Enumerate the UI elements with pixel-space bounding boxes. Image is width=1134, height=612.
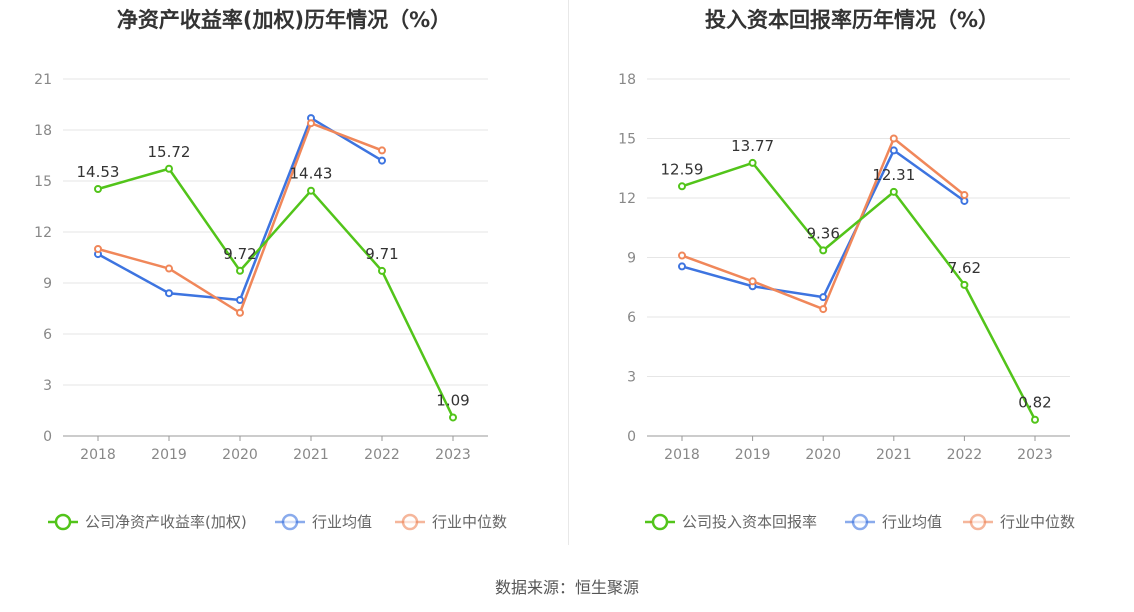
- y-tick-label: 18: [618, 72, 636, 88]
- data-label: 9.72: [223, 245, 256, 263]
- legend-label: 行业均值: [882, 513, 942, 531]
- legend-label: 公司净资产收益率(加权): [85, 513, 247, 531]
- roe-chart-panel: 净资产收益率(加权)历年情况（%） 0 3 6 9 12 15 18 21 2018 2019 20…: [0, 0, 568, 545]
- y-tick-label: 12: [618, 191, 636, 207]
- data-point: [165, 164, 173, 173]
- legend-marker: [281, 513, 299, 531]
- data-label: 12.59: [661, 160, 704, 178]
- data-point: [378, 156, 386, 165]
- data-point: [748, 277, 757, 286]
- x-tick-label: 2019: [735, 447, 771, 463]
- data-label: 0.82: [1018, 394, 1051, 412]
- data-label: 7.62: [948, 259, 981, 277]
- x-tick-label: 2023: [1017, 447, 1053, 463]
- roic-chart-panel: 投入资本回报率历年情况（%） 0 3 6 9 12 15 18 2018 2019 2020 202…: [570, 0, 1134, 545]
- y-tick-label: 12: [34, 225, 52, 241]
- panel-divider: [568, 0, 569, 545]
- data-point: [378, 146, 386, 155]
- x-tick-label: 2018: [664, 447, 700, 463]
- legend-label: 行业均值: [312, 513, 372, 531]
- data-point: [165, 264, 173, 273]
- y-tick-label: 6: [43, 327, 52, 343]
- y-tick-label: 9: [627, 251, 636, 267]
- y-tick-label: 0: [627, 429, 636, 445]
- data-point: [819, 246, 828, 255]
- data-point: [307, 119, 315, 128]
- data-point: [960, 280, 969, 289]
- data-point: [236, 296, 244, 304]
- legend-marker: [851, 513, 869, 531]
- legend-marker: [401, 513, 419, 531]
- series-line: [681, 161, 1037, 421]
- data-point: [960, 191, 969, 200]
- data-point: [678, 182, 686, 191]
- series-line: [97, 167, 455, 419]
- data-point: [307, 186, 315, 195]
- data-point: [748, 158, 757, 167]
- data-label: 13.77: [731, 137, 774, 155]
- legend-label: 行业中位数: [1000, 513, 1075, 531]
- legend-marker: [969, 513, 987, 531]
- data-label: 1.09: [436, 391, 469, 409]
- legend-marker: [651, 513, 669, 531]
- x-tick-label: 2022: [947, 447, 983, 463]
- data-point: [1031, 415, 1039, 424]
- data-point: [819, 305, 828, 314]
- data-point: [678, 251, 686, 260]
- x-tick-label: 2018: [80, 447, 116, 463]
- y-tick-label: 3: [627, 370, 636, 386]
- legend-label: 公司投入资本回报率: [682, 513, 817, 531]
- data-label: 9.71: [365, 245, 398, 263]
- legend-marker: [54, 513, 72, 531]
- series-line: [97, 121, 383, 314]
- data-label: 12.31: [872, 166, 915, 184]
- y-tick-label: 21: [34, 72, 52, 88]
- x-tick-label: 2023: [435, 447, 471, 463]
- data-point: [889, 146, 898, 155]
- data-label: 14.53: [77, 163, 120, 181]
- y-tick-label: 15: [618, 132, 636, 148]
- x-tick-label: 2020: [222, 447, 258, 463]
- data-point: [449, 413, 457, 422]
- y-tick-label: 6: [627, 310, 636, 326]
- data-point: [378, 266, 386, 275]
- y-tick-label: 0: [43, 429, 52, 445]
- data-point: [889, 187, 898, 196]
- data-point: [94, 184, 102, 193]
- y-tick-label: 18: [34, 123, 52, 139]
- x-tick-label: 2020: [805, 447, 841, 463]
- data-source-note: 数据来源：恒生聚源: [494, 578, 639, 597]
- y-tick-label: 9: [43, 276, 52, 292]
- y-tick-label: 15: [34, 174, 52, 190]
- data-point: [94, 245, 102, 253]
- roe-chart: 0 3 6 9 12 15 18 21 2018 2019 2020 2021 2022 2023 14.5…: [34, 72, 507, 531]
- data-label: 14.43: [290, 165, 333, 183]
- x-tick-label: 2021: [293, 447, 329, 463]
- data-point: [236, 266, 244, 275]
- data-point: [678, 262, 686, 271]
- data-point: [165, 289, 173, 298]
- x-tick-label: 2022: [364, 447, 400, 463]
- legend-label: 行业中位数: [432, 513, 507, 531]
- x-tick-label: 2019: [151, 447, 187, 463]
- data-label: 9.36: [806, 224, 839, 242]
- data-point: [889, 134, 898, 143]
- roic-chart: 0 3 6 9 12 15 18 2018 2019 2020 2021 2022 2023 12.59 1…: [618, 72, 1075, 531]
- data-point: [236, 308, 244, 317]
- data-label: 15.72: [148, 143, 191, 161]
- roic-chart-title: 投入资本回报率历年情况（%）: [704, 8, 1000, 32]
- x-tick-label: 2021: [876, 447, 912, 463]
- roe-chart-title: 净资产收益率(加权)历年情况（%）: [116, 8, 452, 32]
- y-tick-label: 3: [43, 378, 52, 394]
- data-point: [819, 293, 828, 302]
